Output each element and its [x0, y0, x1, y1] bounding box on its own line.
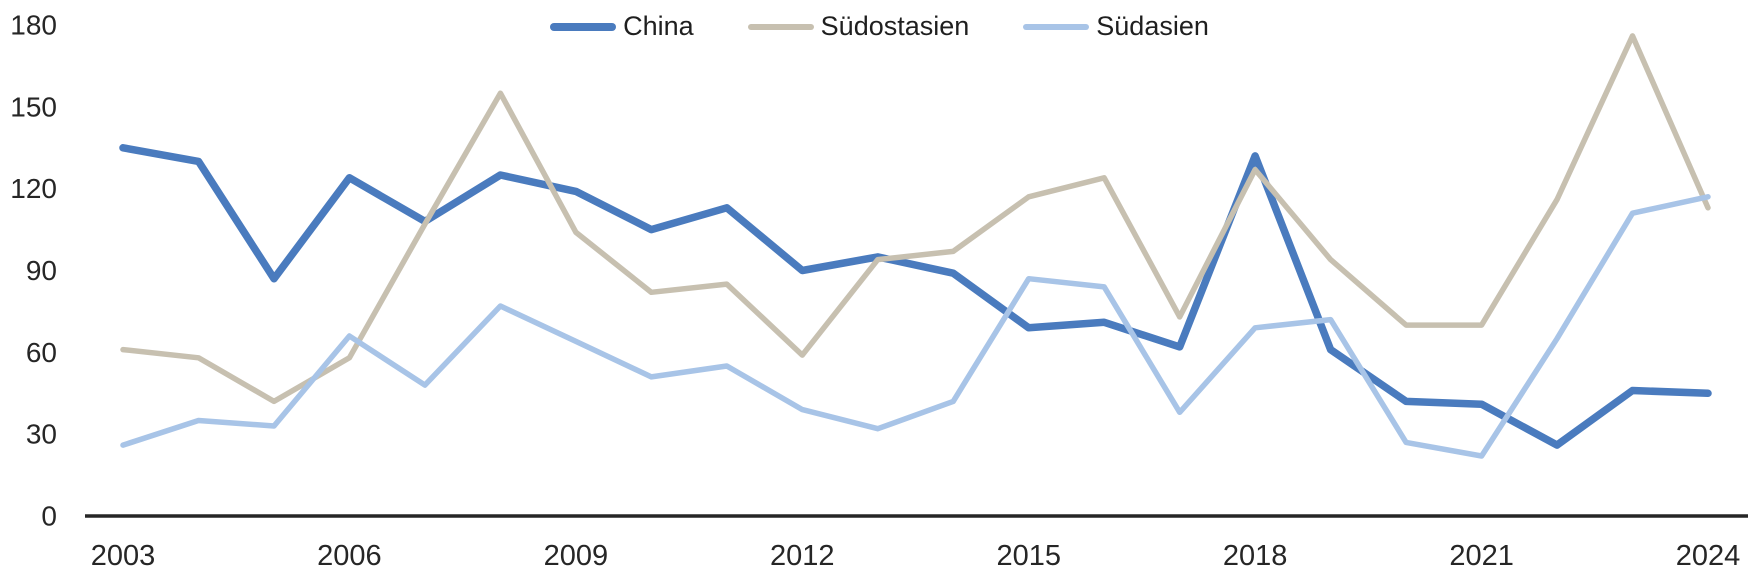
y-tick-label: 90 [26, 255, 57, 286]
x-tick-label: 2018 [1223, 540, 1288, 572]
x-tick-label: 2006 [317, 540, 382, 572]
y-tick-label: 0 [41, 501, 57, 532]
y-tick-label: 60 [26, 337, 57, 368]
series-line-china [119, 144, 1712, 449]
x-tick-label: 2015 [996, 540, 1061, 572]
series-line-suedasien [120, 194, 1711, 459]
series-line-suedostasien [120, 33, 1711, 405]
x-tick-label: 2021 [1449, 540, 1514, 572]
x-axis-labels: 2003 2006 2009 2012 2015 2018 2021 2024 [91, 540, 1741, 572]
y-tick-label: 30 [26, 419, 57, 450]
y-tick-label: 120 [10, 173, 57, 204]
x-tick-label: 2024 [1676, 540, 1741, 572]
series-lines [119, 33, 1712, 459]
x-tick-label: 2012 [770, 540, 835, 572]
y-axis-labels: 0 30 60 90 120 150 180 [10, 10, 57, 532]
x-tick-label: 2009 [544, 540, 609, 572]
y-tick-label: 150 [10, 91, 57, 122]
x-tick-label: 2003 [91, 540, 156, 572]
y-tick-label: 180 [10, 10, 57, 41]
